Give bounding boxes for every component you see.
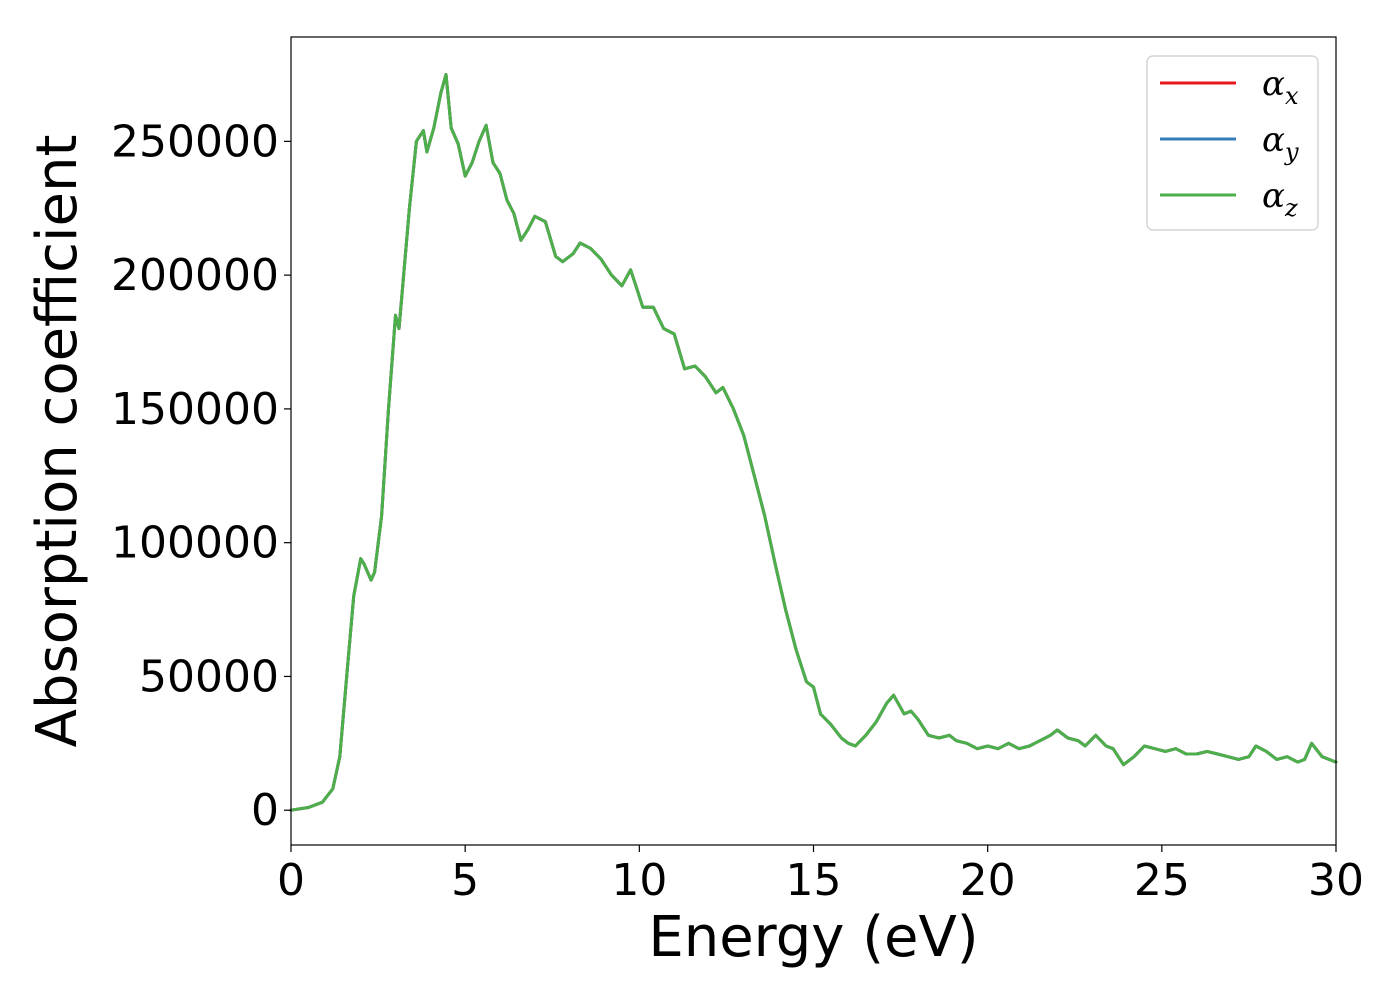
- y-tick-label: 150000: [111, 384, 279, 435]
- x-tick-label: 20: [960, 855, 1016, 906]
- legend-subscript: x: [1285, 82, 1299, 110]
- x-tick-label: 30: [1308, 855, 1364, 906]
- x-tick-label: 15: [786, 855, 842, 906]
- legend-box: [1146, 55, 1319, 231]
- x-tick-label: 25: [1134, 855, 1190, 906]
- y-tick-label: 0: [251, 785, 279, 836]
- x-tick-label: 0: [277, 855, 305, 906]
- y-tick-label: 200000: [111, 250, 279, 301]
- y-axis-title: Absorption coefficient: [25, 135, 90, 748]
- series-line-z: [289, 73, 1338, 812]
- x-axis-ticks: 0 5 10 15 20 25 30: [277, 845, 1364, 906]
- legend-subscript: y: [1284, 138, 1299, 166]
- y-tick-label: 250000: [111, 116, 279, 167]
- y-tick-label: 50000: [139, 651, 279, 702]
- series-layer: [289, 73, 1338, 812]
- y-tick-label: 100000: [111, 518, 279, 569]
- x-axis-title: Energy (eV): [648, 905, 978, 970]
- legend-subscript: z: [1284, 194, 1298, 222]
- x-tick-label: 5: [451, 855, 479, 906]
- x-tick-label: 10: [611, 855, 667, 906]
- y-axis-ticks: 0 50000 100000 150000 200000 250000: [111, 116, 291, 836]
